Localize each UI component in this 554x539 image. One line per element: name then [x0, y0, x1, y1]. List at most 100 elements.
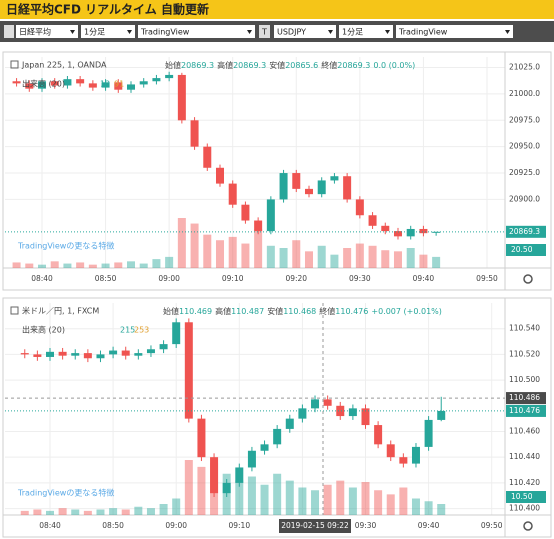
- y-tick-label: 110.540: [509, 324, 540, 333]
- volume-bar: [399, 487, 408, 515]
- select-box[interactable]: [81, 25, 135, 38]
- volume-bar: [432, 256, 441, 268]
- y-tick-label: 110.520: [509, 349, 540, 358]
- volume-bar: [76, 262, 85, 268]
- candle-body: [279, 173, 288, 200]
- ohlc-label: 終値: [319, 306, 335, 316]
- candle-body: [58, 351, 67, 356]
- ohlc-value: 20869.3: [233, 61, 266, 70]
- ohlc-change: +0.007 (+0.01%): [371, 307, 442, 316]
- candle-body: [330, 176, 339, 181]
- settings-icon[interactable]: [523, 274, 533, 284]
- candle-body: [406, 228, 415, 237]
- volume-bar: [96, 509, 105, 515]
- candle-body: [177, 74, 186, 121]
- crosshair-price: 110.486: [509, 393, 540, 402]
- volume-bar: [50, 261, 59, 268]
- select-box[interactable]: [396, 25, 513, 38]
- candle-body: [63, 79, 72, 86]
- candle-body: [323, 399, 332, 406]
- volume-bar: [152, 259, 161, 268]
- candle-body: [139, 81, 148, 85]
- candle-body: [381, 225, 390, 232]
- candle-body: [419, 228, 428, 234]
- select[interactable]: 日経平均: [16, 25, 78, 38]
- collapse-icon: [10, 60, 19, 69]
- select-label: 1分足: [342, 28, 363, 37]
- x-tick-label: 09:30: [355, 521, 377, 530]
- ohlc-label: 始値: [165, 60, 181, 70]
- candle-body: [266, 199, 275, 232]
- volume-bar: [368, 245, 377, 268]
- x-tick-label: 09:10: [228, 521, 250, 530]
- candle-body: [109, 350, 118, 355]
- volume-bar: [20, 510, 29, 515]
- candle-body: [172, 322, 181, 345]
- last-price-badge: [506, 404, 546, 417]
- candle-body: [228, 183, 237, 205]
- ohlc-value: 110.476: [335, 307, 368, 316]
- volume-bar: [355, 243, 364, 268]
- ohlc-value: 110.487: [231, 307, 264, 316]
- select[interactable]: 1分足: [81, 25, 135, 38]
- last-price-badge: [506, 225, 546, 238]
- volume-bar: [411, 498, 420, 515]
- select-box[interactable]: [339, 25, 393, 38]
- candle-body: [343, 176, 352, 200]
- ohlc-label: 安値: [269, 60, 285, 70]
- candle-body: [386, 444, 395, 458]
- x-tick-label: 09:10: [222, 274, 244, 283]
- ohlc-label: 高値: [215, 306, 231, 316]
- candle-body: [374, 425, 383, 445]
- toolbar-separator: T: [261, 28, 267, 37]
- volume-bar: [25, 263, 34, 268]
- candle-body: [121, 350, 130, 356]
- candle-body: [298, 408, 307, 419]
- select-label: USDJPY: [277, 28, 306, 37]
- volume-bar: [348, 487, 357, 515]
- volume-bar: [165, 256, 174, 268]
- select-box[interactable]: [16, 25, 78, 38]
- y-tick-label: 20975.0: [509, 115, 540, 124]
- volume-legend: 出来高 (20): [22, 325, 65, 335]
- x-tick-label: 09:30: [349, 274, 371, 283]
- volume-bar: [109, 508, 118, 515]
- select-box[interactable]: [138, 25, 255, 38]
- volume-value: 253: [134, 326, 149, 335]
- candle-body: [25, 83, 34, 89]
- volume-bar: [437, 504, 446, 515]
- candle-body: [317, 180, 326, 195]
- collapse-icon: [10, 306, 19, 315]
- select[interactable]: USDJPY: [274, 25, 336, 38]
- candle-body: [285, 418, 294, 429]
- settings-icon[interactable]: [523, 521, 533, 531]
- volume-bar: [241, 243, 250, 268]
- candle-body: [355, 199, 364, 216]
- select-box[interactable]: [274, 25, 336, 38]
- volume-bar: [215, 240, 224, 268]
- ohlc-label: 始値: [163, 306, 179, 316]
- select[interactable]: TradingView: [396, 25, 513, 38]
- candle-body: [215, 167, 224, 184]
- volume-badge: 10.50: [511, 492, 533, 501]
- toolbar-icon: [259, 25, 270, 38]
- volume-bar: [424, 501, 433, 515]
- ohlc-label: 安値: [267, 306, 283, 316]
- y-tick-label: 110.460: [509, 426, 540, 435]
- volume-bar: [177, 218, 186, 268]
- volume-value: 91: [114, 80, 124, 89]
- candle-body: [424, 419, 433, 447]
- select[interactable]: 1分足: [339, 25, 393, 38]
- ohlc-value: 20869.3: [181, 61, 214, 70]
- candle-body: [432, 231, 441, 233]
- x-tick-label: 08:50: [95, 274, 117, 283]
- candle-body: [235, 467, 244, 483]
- volume-bar: [343, 248, 352, 268]
- volume-bar: [172, 498, 181, 515]
- volume-bar: [323, 484, 332, 515]
- volume-bar: [419, 254, 428, 268]
- select[interactable]: TradingView: [138, 25, 255, 38]
- ohlc-row: 始値20869.3 高値20869.3 安値20865.6 終値20869.3 0.0 …: [165, 60, 415, 70]
- candle-body: [222, 482, 231, 494]
- candle-body: [114, 82, 123, 90]
